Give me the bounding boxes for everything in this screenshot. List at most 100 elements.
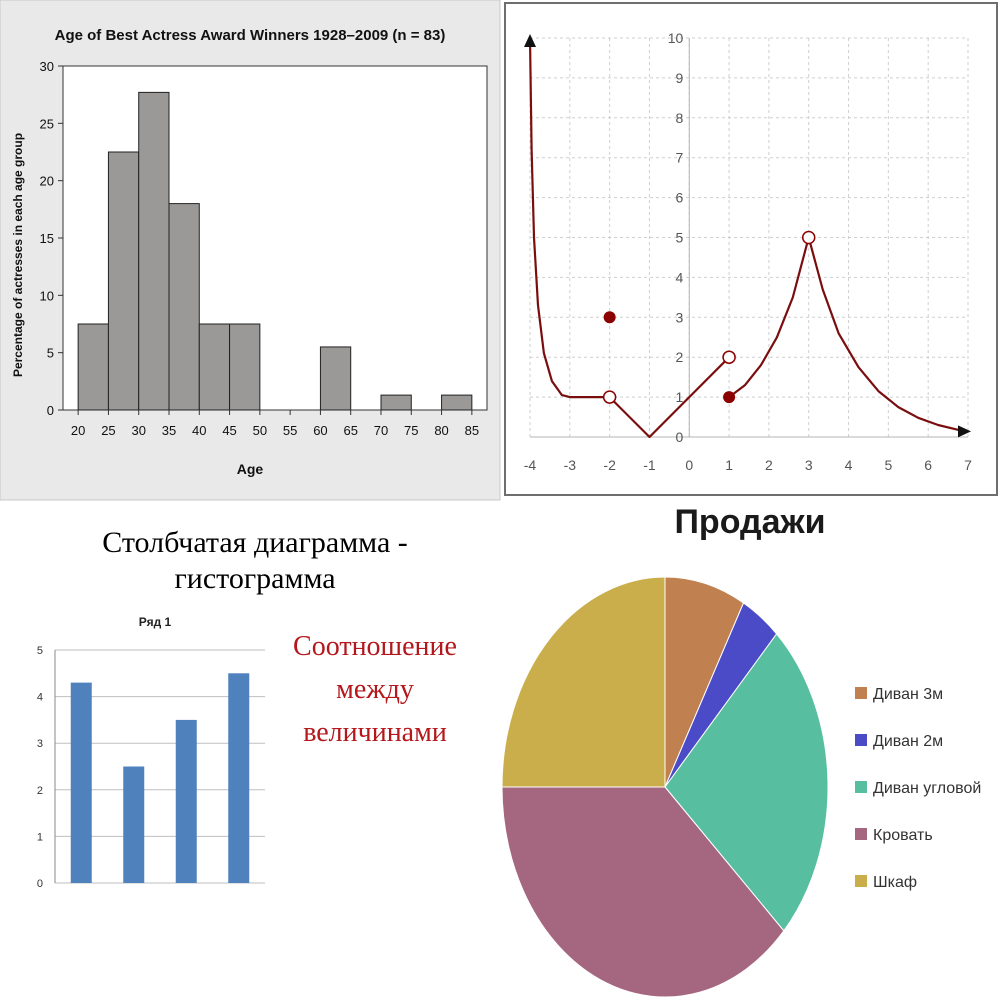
histogram-x-tick-label: 65 [343,423,357,438]
function-curve [807,237,969,433]
histogram-y-tick-label: 25 [40,116,54,131]
function-curve [728,237,810,398]
histogram-x-tick-label: 85 [465,423,479,438]
function-y-tick-label: 4 [675,269,683,285]
main-heading: Столбчатая диаграмма - гистограмма [102,526,408,595]
pie-slice [501,786,785,998]
histogram-y-tick-label: 5 [47,346,54,361]
pie-slice [664,576,745,788]
pie-legend-label: Шкаф [873,874,917,891]
histogram-x-label: Age [237,461,264,477]
open-point [602,390,617,404]
function-graph-ticks: -4 -3 -2 -1 0 1 2 3 4 5 6 7 0 1 2 3 4 5 6 7 8 9 10 [524,30,972,473]
histogram-x-tick-label: 80 [434,423,448,438]
pie-title: Продажи [674,503,825,541]
histogram-bars [77,91,473,411]
histogram-bar [229,323,261,411]
pie-legend-label: Кровать [873,827,933,844]
histogram-x-tick-label: 70 [374,423,388,438]
pie-legend-label: Диван 3м [873,686,943,703]
series-bar-title: Ряд 1 [139,615,172,629]
series-y-tick-label: 1 [37,831,43,843]
pie-legend-swatch [855,875,867,887]
function-x-tick-label: 3 [805,457,813,473]
series-bar [228,673,250,883]
function-graph-curves [524,34,971,439]
up-arrow-icon [524,34,536,47]
open-point [801,230,816,245]
histogram-bar [138,91,170,411]
pie-legend-swatch [855,687,867,699]
series-bars [70,673,250,883]
histogram-bar [198,323,231,411]
right-arrow-icon [958,425,971,438]
histogram-y-label: Percentage of actresses in each age grou… [11,133,25,377]
histogram-y-ticks: 0 5 10 15 20 25 30 [40,59,63,418]
function-x-tick-label: -1 [643,457,656,473]
histogram-x-ticks: 20 25 30 35 40 45 50 55 60 65 70 75 80 85 [71,410,479,438]
pie-slices [501,576,829,998]
function-x-tick-label: 1 [725,457,733,473]
histogram-y-tick-label: 30 [40,59,54,74]
function-graph-points [602,230,816,404]
function-y-tick-label: 3 [675,309,683,325]
function-x-tick-label: 4 [845,457,853,473]
series-bar [123,766,145,883]
function-y-tick-label: 2 [675,349,683,365]
function-x-tick-label: -2 [603,457,616,473]
histogram-x-tick-label: 60 [313,423,327,438]
pie-legend-swatch [855,781,867,793]
function-y-tick-label: 0 [675,429,683,445]
pie-legend: Диван 3м Диван 2м Диван угловой Кровать Шкаф [855,686,981,891]
function-y-tick-label: 9 [675,70,683,86]
histogram-bar [380,394,412,411]
pie-legend-swatch [855,828,867,840]
function-y-tick-label: 1 [675,389,683,405]
histogram-bar [441,394,473,411]
function-graph: -4 -3 -2 -1 0 1 2 3 4 5 6 7 0 1 2 3 4 5 6 7 8 9 10 [504,2,998,496]
histogram-x-tick-label: 75 [404,423,418,438]
function-x-tick-label: -4 [524,457,537,473]
pie-slice [664,633,829,932]
histogram-bar [168,203,200,411]
sales-pie-chart: Продажи Диван 3м Диван 2м Диван угловой Кро… [501,503,981,998]
histogram-y-tick-label: 10 [40,288,54,303]
series-bar [175,719,197,883]
series-bar [70,682,92,883]
function-x-tick-label: -3 [564,457,577,473]
pie-legend-label: Диван угловой [873,780,981,797]
function-y-tick-label: 5 [675,230,683,246]
series-bar-chart: Ряд 1 0 1 2 3 4 5 [37,615,265,890]
histogram-x-tick-label: 35 [162,423,176,438]
histogram-x-tick-label: 20 [71,423,85,438]
histogram-x-tick-label: 25 [101,423,115,438]
pie-legend-label: Диван 2м [873,733,943,750]
open-point [722,350,736,364]
series-y-tick-label: 4 [37,692,43,704]
histogram-x-tick-label: 30 [131,423,145,438]
function-y-tick-label: 7 [675,150,683,166]
histogram-y-tick-label: 0 [47,403,54,418]
histogram-x-tick-label: 50 [253,423,267,438]
function-y-tick-label: 10 [668,30,684,46]
function-graph-frame [504,2,998,496]
series-y-tick-label: 0 [37,878,43,890]
series-y-tick-label: 5 [37,645,43,657]
filled-point [603,311,616,324]
series-y-tick-label: 2 [37,785,43,797]
histogram-y-tick-label: 20 [40,174,54,189]
function-y-tick-label: 8 [675,110,683,126]
series-y-tick-label: 3 [37,738,43,750]
pie-legend-swatch [855,734,867,746]
function-curve [608,356,730,439]
function-x-tick-label: 7 [964,457,972,473]
histogram-chart: Age of Best Actress Award Winners 1928–2… [0,0,501,501]
histogram-bar [319,346,352,411]
function-x-tick-label: 2 [765,457,773,473]
histogram-x-tick-label: 40 [192,423,206,438]
function-curve [528,37,610,399]
function-x-tick-label: 0 [685,457,693,473]
function-x-tick-label: 6 [924,457,932,473]
side-note-heading: Соотношение между величинами [293,631,457,748]
